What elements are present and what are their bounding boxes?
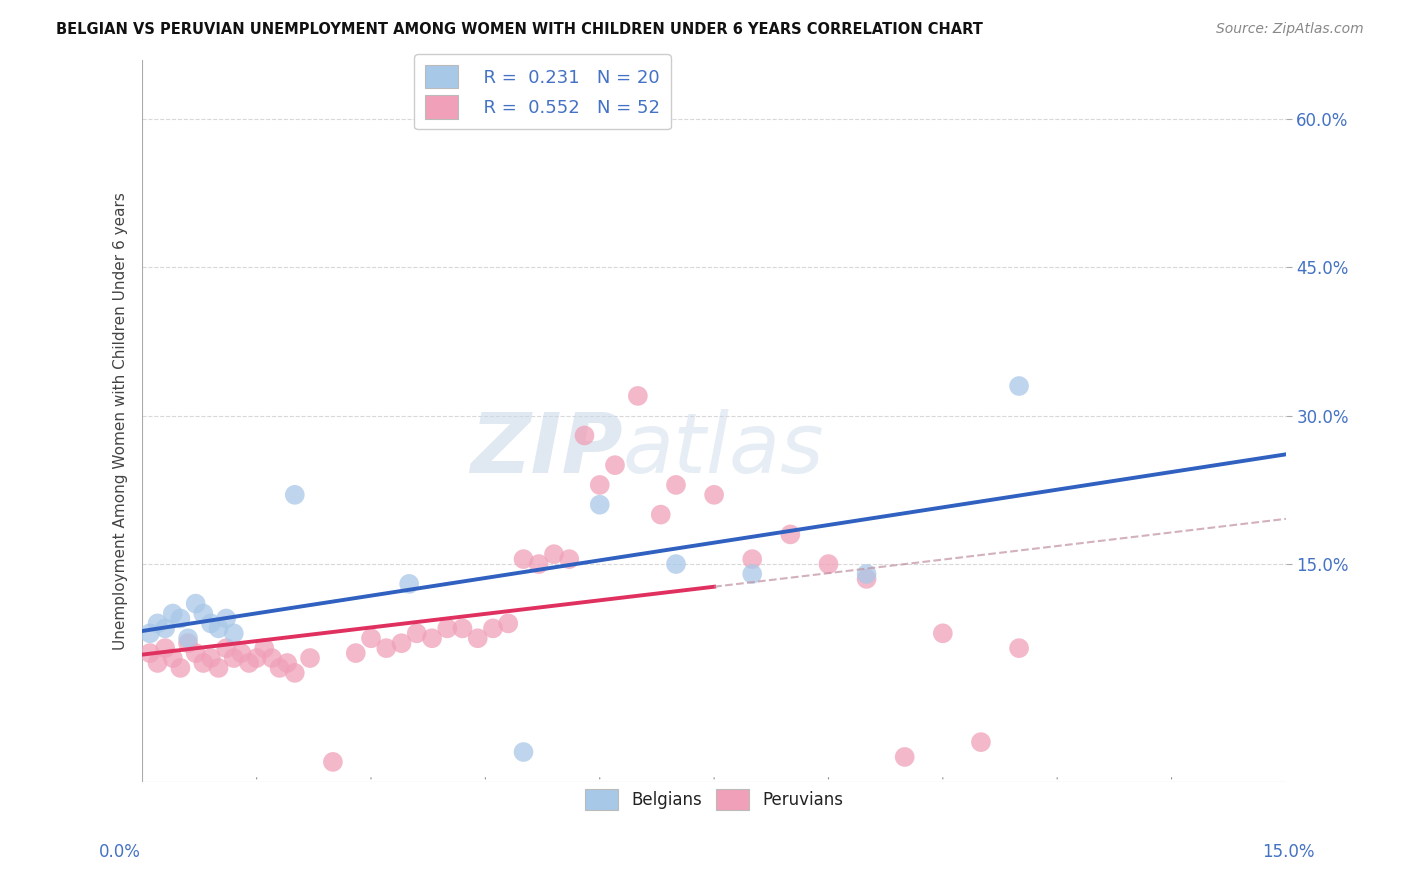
Point: [207, 661, 229, 675]
Point: [703, 488, 725, 502]
Point: [238, 656, 260, 670]
Point: [284, 665, 307, 680]
Point: [779, 527, 801, 541]
Point: [169, 661, 191, 675]
Point: [558, 552, 581, 566]
Point: [153, 641, 176, 656]
Point: [215, 641, 238, 656]
Point: [405, 626, 427, 640]
Point: [193, 607, 215, 621]
Point: [207, 621, 229, 635]
Point: [153, 621, 176, 635]
Y-axis label: Unemployment Among Women with Children Under 6 years: Unemployment Among Women with Children U…: [114, 192, 128, 649]
Point: [146, 656, 169, 670]
Point: [650, 508, 672, 522]
Point: [665, 478, 688, 492]
Point: [177, 632, 200, 646]
Point: [322, 755, 344, 769]
Point: [398, 577, 420, 591]
Point: [184, 646, 207, 660]
Point: [451, 621, 474, 635]
Point: [177, 636, 200, 650]
Point: [200, 651, 222, 665]
Text: 15.0%: 15.0%: [1263, 843, 1315, 861]
Text: 0.0%: 0.0%: [98, 843, 141, 861]
Point: [139, 626, 162, 640]
Point: [269, 661, 291, 675]
Point: [215, 611, 238, 625]
Point: [284, 488, 307, 502]
Text: Source: ZipAtlas.com: Source: ZipAtlas.com: [1216, 22, 1364, 37]
Legend: Belgians, Peruvians: Belgians, Peruvians: [578, 782, 851, 817]
Point: [246, 651, 269, 665]
Point: [970, 735, 993, 749]
Point: [253, 641, 276, 656]
Point: [603, 458, 626, 472]
Point: [299, 651, 322, 665]
Point: [276, 656, 298, 670]
Point: [193, 656, 215, 670]
Point: [436, 621, 458, 635]
Point: [482, 621, 505, 635]
Point: [1008, 379, 1031, 393]
Point: [932, 626, 955, 640]
Point: [574, 428, 596, 442]
Point: [543, 547, 565, 561]
Point: [231, 646, 253, 660]
Point: [162, 607, 184, 621]
Point: [360, 632, 382, 646]
Point: [741, 566, 763, 581]
Point: [391, 636, 413, 650]
Point: [222, 626, 245, 640]
Point: [146, 616, 169, 631]
Point: [527, 557, 550, 571]
Point: [665, 557, 688, 571]
Point: [589, 498, 612, 512]
Text: BELGIAN VS PERUVIAN UNEMPLOYMENT AMONG WOMEN WITH CHILDREN UNDER 6 YEARS CORRELA: BELGIAN VS PERUVIAN UNEMPLOYMENT AMONG W…: [56, 22, 983, 37]
Point: [200, 616, 222, 631]
Text: ZIP: ZIP: [470, 409, 623, 490]
Text: atlas: atlas: [623, 409, 824, 490]
Point: [512, 552, 534, 566]
Point: [855, 566, 877, 581]
Point: [169, 611, 191, 625]
Point: [420, 632, 443, 646]
Point: [496, 616, 519, 631]
Point: [260, 651, 283, 665]
Point: [627, 389, 650, 403]
Point: [512, 745, 534, 759]
Point: [1008, 641, 1031, 656]
Point: [893, 750, 915, 764]
Point: [162, 651, 184, 665]
Point: [222, 651, 245, 665]
Point: [741, 552, 763, 566]
Point: [855, 572, 877, 586]
Point: [817, 557, 839, 571]
Point: [139, 646, 162, 660]
Point: [375, 641, 398, 656]
Point: [344, 646, 367, 660]
Point: [184, 597, 207, 611]
Point: [589, 478, 612, 492]
Point: [467, 632, 489, 646]
